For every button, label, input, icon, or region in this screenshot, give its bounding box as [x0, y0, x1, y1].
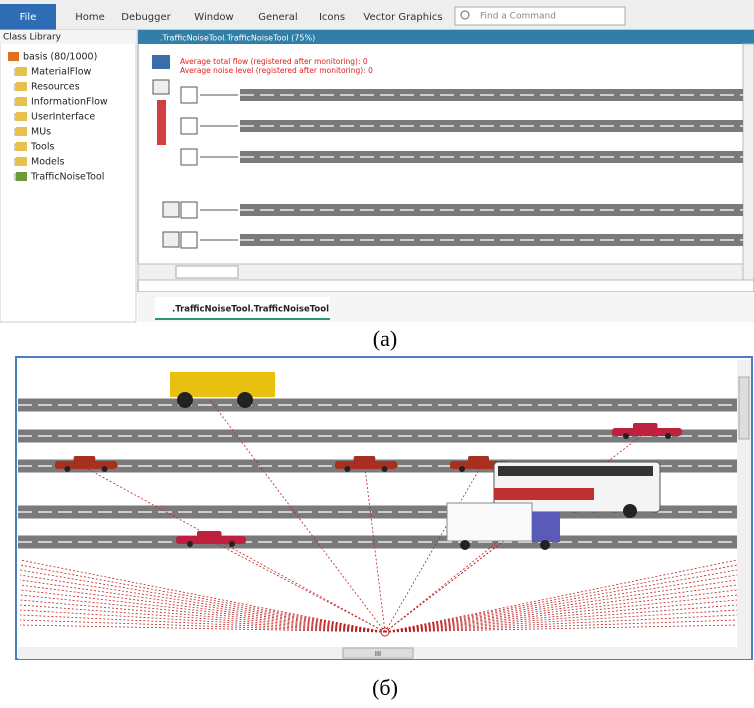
connector-box	[181, 87, 197, 103]
folder-icon	[16, 97, 27, 106]
v-scroll-thumb-2[interactable]	[739, 377, 749, 439]
car-roof	[197, 531, 222, 537]
source-icon	[163, 232, 179, 247]
wheel	[540, 540, 550, 550]
clock-icon	[153, 80, 169, 94]
folder-icon	[16, 172, 27, 181]
wheel	[382, 466, 388, 472]
wheel	[623, 433, 629, 439]
wheel	[459, 466, 465, 472]
search-placeholder: Find a Command	[480, 12, 556, 22]
wheel	[102, 466, 108, 472]
folder-icon	[16, 157, 27, 166]
wheel	[665, 433, 671, 439]
h-scroll-thumb[interactable]	[176, 266, 238, 278]
window-title: .TrafficNoiseTool.TrafficNoiseTool (75%)	[160, 34, 315, 43]
folder-icon	[16, 127, 27, 136]
connector-box	[181, 149, 197, 165]
tab-label[interactable]: .TrafficNoiseTool.TrafficNoiseTool	[172, 305, 329, 315]
tree-item[interactable]: InformationFlow	[31, 97, 108, 108]
tree-item[interactable]: TrafficNoiseTool	[30, 172, 104, 183]
wheel	[64, 466, 70, 472]
bus-windows	[498, 466, 653, 476]
tree-item[interactable]: basis (80/1000)	[23, 52, 97, 63]
monitor-icon	[152, 55, 170, 69]
wheel	[623, 504, 637, 518]
signal-icon	[157, 100, 166, 145]
stat-text: Average noise level (registered after mo…	[180, 66, 373, 75]
car-body	[176, 536, 246, 544]
bus-stripe	[494, 488, 594, 500]
tree-item[interactable]: Models	[31, 157, 65, 168]
caption: (a)	[373, 326, 397, 351]
stat-text: Average total flow (registered after mon…	[180, 57, 368, 66]
lorry-cab	[532, 512, 560, 542]
wheel	[344, 466, 350, 472]
folder-icon	[16, 82, 27, 91]
caption: (б)	[372, 675, 398, 700]
screenshot: File Home Debugger Window General Icons Vector…	[0, 0, 754, 708]
tree-item[interactable]: MaterialFlow	[31, 67, 92, 78]
car-roof	[354, 456, 376, 462]
ribbon-tab[interactable]: Debugger	[121, 12, 171, 23]
ribbon-tab[interactable]: Icons	[319, 12, 345, 23]
car-body	[335, 461, 397, 469]
ribbon-tab[interactable]: Vector Graphics	[363, 12, 442, 23]
connector-box	[181, 202, 197, 218]
panel-title: Class Library	[3, 33, 62, 43]
tree-item[interactable]: Resources	[31, 82, 80, 93]
wheel	[237, 392, 253, 408]
ribbon-tab[interactable]: Window	[194, 12, 233, 23]
wheel	[229, 541, 235, 547]
car-roof	[633, 423, 658, 429]
car-body	[612, 428, 682, 436]
ribbon-tab[interactable]: Home	[75, 12, 105, 23]
folder-icon	[8, 52, 19, 61]
tree-item[interactable]: MUs	[31, 127, 51, 138]
ribbon-tab[interactable]: File	[20, 12, 37, 23]
tree-item[interactable]: UserInterface	[31, 112, 95, 123]
ribbon-tab[interactable]: General	[258, 12, 297, 23]
folder-icon	[16, 67, 27, 76]
scroll-grip: III	[375, 650, 381, 658]
car-body	[55, 461, 117, 469]
car-roof	[468, 456, 489, 462]
car-roof	[74, 456, 96, 462]
v-scrollbar[interactable]	[743, 44, 754, 280]
wheel	[460, 540, 470, 550]
connector-box	[181, 232, 197, 248]
lorry-box	[447, 503, 532, 541]
connector-box	[181, 118, 197, 134]
wheel	[177, 392, 193, 408]
wheel	[187, 541, 193, 547]
folder-icon	[16, 142, 27, 151]
folder-icon	[16, 112, 27, 121]
tree-item[interactable]: Tools	[30, 142, 54, 153]
source-icon	[163, 202, 179, 217]
